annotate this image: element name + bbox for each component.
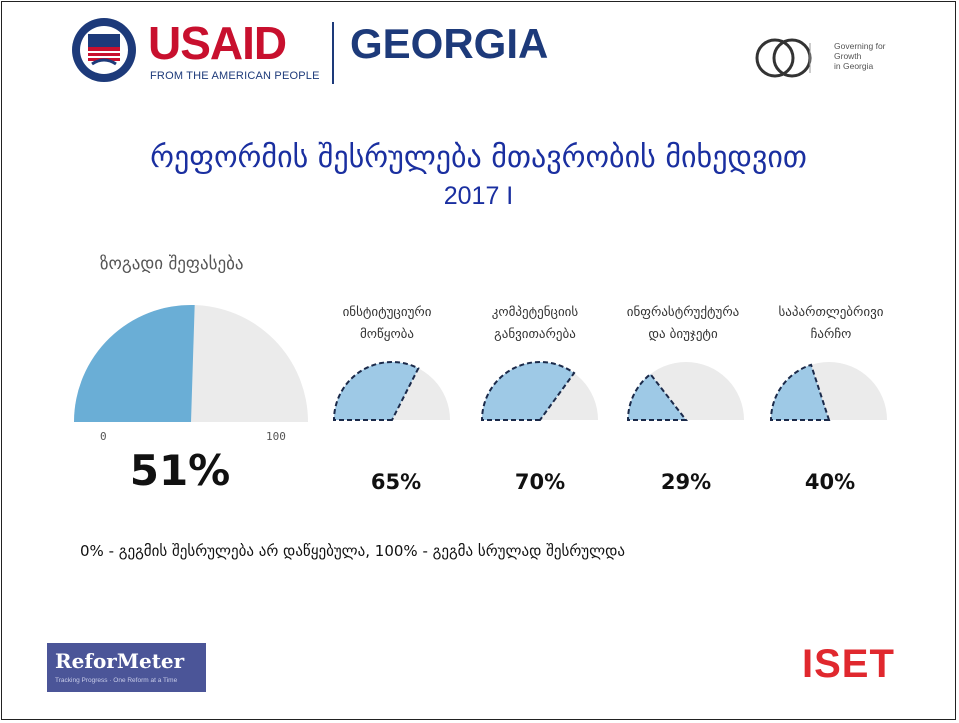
category-value: 65%: [370, 470, 422, 494]
category-label-line: მოწყობა: [359, 327, 415, 342]
category-value: 29%: [660, 470, 712, 494]
usaid-logo: USAID FROM THE AMERICAN PEOPLE GEORGIA: [70, 16, 610, 88]
overall-value: 51%: [129, 446, 231, 495]
g4g-mark-icon: [755, 38, 812, 78]
category-gauge: [769, 362, 887, 421]
scale-note: 0% - გეგმის შესრულება არ დაწყებულა, 100%…: [80, 542, 625, 560]
g4g-line: Governing for: [834, 41, 886, 51]
gauge-fill: [332, 361, 420, 421]
gauge-fill: [480, 361, 576, 421]
axis-min-label: 0: [100, 430, 107, 443]
g4g-line: in Georgia: [834, 61, 874, 71]
overall-label: ზოგადი შეფასება: [100, 254, 244, 274]
usaid-tagline: FROM THE AMERICAN PEOPLE: [150, 70, 320, 82]
logo-divider: [332, 22, 334, 84]
country-name: GEORGIA: [350, 20, 549, 67]
category-label-line: ინფრასტრუქტურა: [626, 305, 740, 320]
category-gauge: [626, 362, 744, 421]
gauge-fill: [769, 363, 831, 421]
category-label: საპართლებრივი ჩარჩო: [756, 302, 906, 346]
category-value: 40%: [804, 470, 856, 494]
axis-max-label: 100: [266, 430, 286, 443]
category-label-line: ჩარჩო: [810, 327, 852, 342]
reformeter-tagline: Tracking Progress · One Reform at a Time: [55, 677, 178, 684]
category-label: ინსტიტუციური მოწყობა: [312, 302, 462, 346]
category-label-line: კომპეტენციის: [491, 305, 579, 320]
slide-subtitle: 2017 I: [443, 182, 514, 210]
usaid-wordmark: USAID: [148, 17, 287, 69]
g4g-text: Governing for Growth in Georgia: [834, 41, 904, 71]
iset-logo: ISET: [802, 642, 895, 686]
slide-title: რეფორმის შესრულება მთავრობის მიხედვით: [150, 140, 807, 175]
gauge-fill: [626, 372, 689, 421]
overall-gauge: [74, 305, 308, 422]
reformeter-logo: ReforMeter Tracking Progress · One Refor…: [47, 643, 206, 692]
reformeter-wordmark: ReforMeter: [55, 649, 185, 673]
category-label-line: ინსტიტუციური: [342, 305, 432, 320]
category-label-line: საპართლებრივი: [778, 305, 884, 320]
category-label-line: და ბიუჯეტი: [648, 327, 718, 342]
category-value: 70%: [514, 470, 566, 494]
category-label: ინფრასტრუქტურა და ბიუჯეტი: [608, 302, 758, 346]
usaid-seal-icon: [72, 18, 136, 82]
gauge-fill: [74, 305, 195, 422]
g4g-line: Growth: [834, 51, 862, 61]
category-gauge: [332, 361, 450, 421]
g4g-logo: Governing for Growth in Georgia: [754, 35, 914, 85]
category-label: კომპეტენციის განვითარება: [460, 302, 610, 346]
category-gauge: [480, 361, 598, 421]
category-label-line: განვითარება: [494, 327, 576, 342]
